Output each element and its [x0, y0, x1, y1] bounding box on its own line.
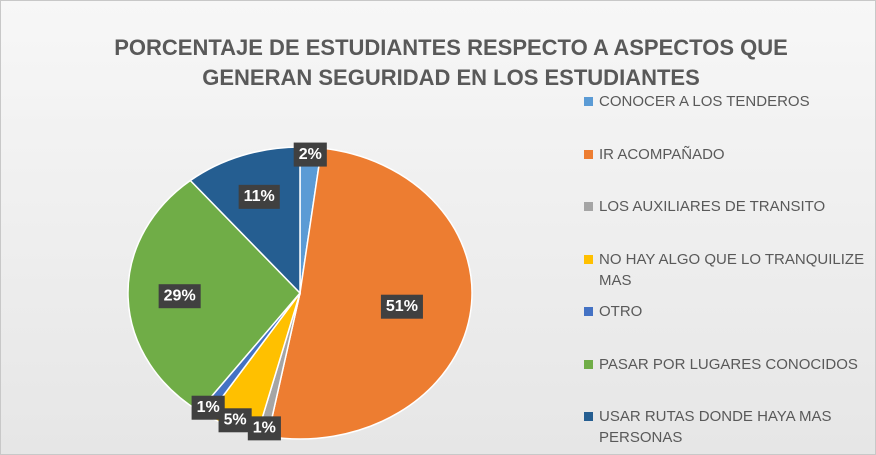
legend-text: LOS AUXILIARES DE TRANSITO [599, 198, 826, 215]
data-label-box [247, 416, 281, 441]
legend-swatch [584, 359, 593, 369]
data-label-text: 2% [299, 146, 322, 163]
data-label: 51% [380, 294, 423, 319]
data-label-text: 1% [197, 399, 220, 416]
chart-title: PORCENTAJE DE ESTUDIANTES RESPECTO A ASP… [114, 35, 788, 90]
data-label: 1% [247, 416, 281, 441]
legend-text: PASAR POR LUGARES CONOCIDOS [599, 355, 858, 373]
data-label-text: 5% [224, 412, 247, 429]
data-label-box [293, 142, 327, 167]
data-label: 2% [293, 142, 327, 167]
data-label-text: 1% [253, 420, 276, 437]
legend-item: USAR RUTAS DONDE HAYA MAS PERSONAS [584, 406, 869, 454]
data-label-box [191, 395, 225, 420]
data-label-text: 51% [386, 298, 418, 315]
legend-swatch [584, 97, 593, 106]
data-label: 29% [158, 284, 201, 309]
legend-text: CONOCER A LOS TENDEROS [599, 93, 810, 110]
legend-swatch [584, 202, 593, 211]
legend-text: NO HAY ALGO QUE LO TRANQUILIZE MAS [599, 250, 865, 289]
legend-item: CONOCER A LOS TENDEROS [584, 91, 869, 144]
legend-item: IR ACOMPAÑADO [584, 144, 869, 197]
data-label: 11% [238, 184, 280, 209]
legend-item: OTRO [584, 301, 869, 354]
legend-swatch [584, 412, 593, 421]
pie-slice [127, 179, 302, 413]
legend: CONOCER A LOS TENDEROS IR ACOMPAÑADO LOS A… [584, 91, 869, 454]
data-label-text: 29% [164, 287, 196, 304]
data-label: 1% [191, 395, 225, 420]
legend-item: LOS AUXILIARES DE TRANSITO [584, 196, 869, 249]
legend-item: NO HAY ALGO QUE LO TRANQUILIZE MAS [584, 249, 869, 302]
data-label-box [158, 284, 201, 309]
data-label-box [238, 184, 280, 209]
data-label-text: 11% [244, 188, 275, 205]
legend-text: USAR RUTAS DONDE HAYA MAS PERSONAS [599, 408, 832, 446]
legend-text: OTRO [599, 303, 643, 320]
legend-swatch [584, 254, 593, 264]
data-label-box [380, 294, 423, 319]
legend-text: IR ACOMPAÑADO [599, 145, 725, 163]
legend-swatch [584, 307, 593, 316]
legend-item: PASAR POR LUGARES CONOCIDOS [584, 354, 869, 407]
legend-swatch [584, 149, 593, 159]
pie-slice [266, 147, 473, 440]
